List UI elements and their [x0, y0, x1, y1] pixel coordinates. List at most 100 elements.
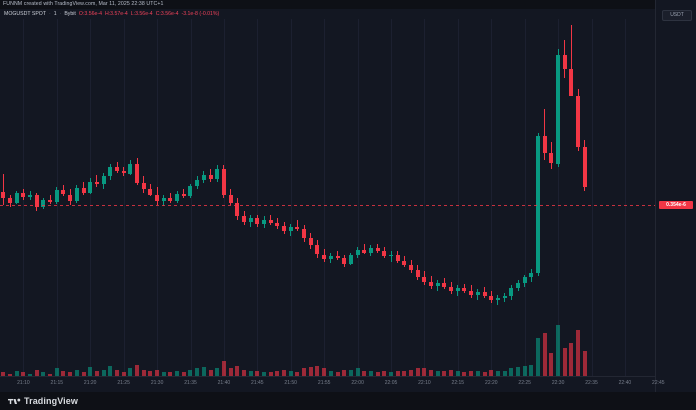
- legend-exchange[interactable]: Bybit: [64, 11, 76, 17]
- candle-body: [449, 287, 454, 291]
- candle-body: [181, 193, 186, 197]
- legend-high: H:3.57e-4: [104, 11, 128, 17]
- candle-body: [175, 193, 180, 201]
- tradingview-logo[interactable]: TradingView: [8, 396, 78, 407]
- candle-body: [1, 191, 6, 199]
- grid-line-vertical: [324, 19, 326, 376]
- candle-body: [114, 167, 119, 171]
- candle-body: [536, 136, 541, 273]
- volume-bar: [322, 368, 327, 376]
- candle-body: [288, 227, 293, 231]
- candle-body: [101, 176, 106, 185]
- volume-bar: [449, 369, 454, 376]
- volume-bar: [342, 369, 347, 376]
- candle-body: [322, 254, 327, 259]
- volume-bar: [81, 372, 86, 376]
- volume-bar: [168, 372, 173, 376]
- candle-body: [495, 298, 500, 300]
- candle-body: [308, 238, 313, 246]
- grid-line-vertical: [190, 19, 192, 376]
- candle-body: [94, 181, 99, 185]
- candle-body: [522, 277, 527, 283]
- candle-body: [208, 174, 213, 179]
- candle-body: [348, 255, 353, 264]
- candle-body: [81, 188, 86, 193]
- grid-line-vertical: [391, 19, 392, 376]
- time-tick-label: 21:40: [217, 380, 231, 386]
- volume-bar: [335, 372, 340, 376]
- candle-body: [155, 194, 160, 201]
- volume-bar: [155, 369, 160, 376]
- volume-bar: [34, 369, 39, 376]
- volume-bar: [188, 369, 193, 376]
- legend-interval[interactable]: 1: [53, 11, 57, 17]
- last-price-line: [0, 205, 655, 207]
- volume-bar: [522, 365, 527, 376]
- volume-bar: [74, 369, 79, 376]
- currency-badge[interactable]: USDT: [662, 10, 692, 21]
- chart-legend: MOGUSDT SPOT · 1 · Bybit O:3.56e-4 H:3.5…: [4, 10, 219, 18]
- last-price-tag[interactable]: 0.354e-6: [659, 201, 693, 210]
- volume-bar: [61, 370, 66, 376]
- volume-bar: [21, 372, 26, 376]
- price-axis[interactable]: USDT 0.354e-6: [656, 0, 696, 392]
- volume-bar: [402, 370, 407, 376]
- time-tick-label: 22:20: [485, 380, 498, 386]
- candle-body: [409, 265, 414, 270]
- candle-body: [302, 229, 307, 239]
- candle-body: [121, 170, 126, 174]
- chart-pane[interactable]: [0, 19, 655, 376]
- candle-body: [195, 179, 200, 187]
- time-axis[interactable]: 21:10 21:15 21:20 21:25 21:30 21:35 21:40 21:45…: [0, 377, 665, 391]
- candle-wick: [169, 192, 171, 203]
- legend-symbol[interactable]: MOGUSDT SPOT: [4, 11, 46, 17]
- candle-body: [168, 198, 173, 201]
- volume-bar: [94, 370, 99, 376]
- volume-bar: [195, 368, 200, 376]
- grid-line-vertical: [457, 19, 459, 376]
- grid-line-vertical: [524, 19, 526, 376]
- candle-body: [228, 194, 233, 203]
- candle-body: [576, 96, 581, 148]
- volume-bar: [415, 368, 420, 376]
- volume-bar: [482, 372, 487, 376]
- volume-bar: [475, 370, 480, 376]
- candle-body: [34, 194, 39, 208]
- grid-line-vertical: [257, 19, 259, 376]
- volume-bar: [409, 369, 414, 376]
- volume-bar: [362, 370, 367, 376]
- candle-body: [261, 219, 266, 225]
- volume-bar: [375, 372, 380, 376]
- volume-bar: [562, 348, 567, 376]
- time-tick-label: 21:55: [317, 380, 331, 386]
- volume-bar: [241, 369, 246, 376]
- candle-wick: [457, 285, 459, 297]
- candle-body: [382, 250, 387, 257]
- candle-body: [422, 277, 427, 282]
- candle-body: [128, 163, 133, 174]
- volume-bar: [68, 372, 73, 376]
- candle-body: [221, 169, 226, 195]
- watermark-bar: [0, 0, 696, 9]
- time-tick-label: 22:00: [351, 380, 364, 386]
- volume-bar: [14, 370, 19, 376]
- volume-bar: [282, 369, 287, 376]
- time-axis-divider: [0, 376, 655, 377]
- candle-body: [248, 218, 253, 222]
- candle-body: [342, 258, 347, 264]
- volume-bar: [582, 350, 587, 376]
- candle-body: [282, 226, 287, 231]
- candle-body: [542, 136, 547, 153]
- candle-body: [362, 249, 367, 253]
- volume-bar: [215, 368, 220, 376]
- time-tick-label: 22:45: [652, 380, 665, 386]
- time-tick-label: 22:35: [585, 380, 598, 386]
- candle-body: [255, 218, 260, 225]
- candle-body: [148, 189, 153, 195]
- candle-body: [315, 245, 320, 255]
- time-tick-label: 22:15: [451, 380, 465, 386]
- grid-line-vertical: [624, 19, 626, 376]
- volume-bar: [429, 369, 434, 376]
- candle-body: [569, 69, 574, 97]
- candle-wick: [363, 243, 365, 255]
